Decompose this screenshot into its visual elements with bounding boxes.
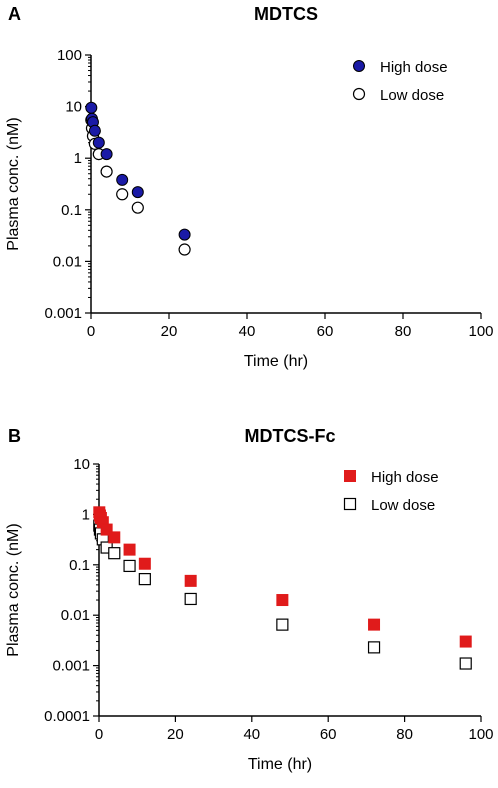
data-point	[184, 574, 197, 587]
y-tick-label: 0.01	[53, 253, 82, 270]
legend-marker	[343, 497, 357, 511]
data-point	[92, 136, 105, 149]
data-point	[116, 173, 129, 186]
data-point	[276, 618, 289, 631]
x-tick-label: 100	[468, 726, 493, 743]
x-tick-label: 20	[161, 323, 178, 340]
y-tick-label: 0.01	[61, 607, 90, 624]
y-tick-label: 10	[73, 456, 90, 473]
y-axis-label: Plasma conc. (nM)	[5, 117, 22, 250]
x-tick-label: 0	[87, 323, 95, 340]
y-axis-label: Plasma conc. (nM)	[5, 523, 22, 656]
data-point	[184, 592, 197, 606]
legend-marker	[344, 470, 356, 482]
data-point	[85, 101, 98, 114]
data-point	[100, 523, 113, 536]
x-tick-label: 80	[395, 323, 412, 340]
data-point	[108, 547, 121, 560]
data-point	[131, 201, 144, 214]
data-point	[459, 657, 472, 670]
series-low-dose	[85, 113, 191, 256]
data-point	[100, 165, 113, 178]
legend-label: High dose	[371, 469, 439, 486]
y-tick-label: 0.1	[69, 557, 90, 574]
data-point	[178, 243, 191, 256]
panel-letter: A	[8, 4, 21, 24]
data-point	[178, 228, 191, 241]
chart-title: MDTCS-Fc	[245, 426, 336, 446]
series-high-dose	[93, 506, 472, 648]
y-tick-label: 0.001	[44, 305, 82, 322]
data-point	[123, 543, 136, 556]
y-tick-label: 10	[65, 99, 82, 116]
legend-marker	[353, 60, 365, 72]
y-tick-label: 0.001	[52, 658, 90, 675]
y-tick-label: 100	[57, 47, 82, 64]
x-tick-label: 0	[95, 726, 103, 743]
chart-panel-a: A MDTCS 0 20 40 60 80 100 0.001 0.01 0.1 1 10 100 Time…	[5, 4, 494, 370]
x-axis-label: Time (hr)	[244, 353, 308, 370]
data-point	[88, 124, 101, 137]
x-tick-label: 40	[239, 323, 256, 340]
x-tick-label: 60	[320, 726, 337, 743]
data-point	[459, 635, 472, 648]
x-tick-label: 100	[468, 323, 493, 340]
legend-label: Low dose	[380, 87, 444, 104]
y-tick-label: 0.0001	[44, 708, 90, 725]
x-tick-label: 20	[167, 726, 184, 743]
x-tick-label: 80	[396, 726, 413, 743]
legend-marker	[352, 87, 366, 101]
data-point	[138, 557, 151, 570]
data-point	[367, 641, 381, 654]
legend-label: High dose	[380, 59, 448, 76]
x-tick-label: 40	[243, 726, 260, 743]
panel-letter: B	[8, 426, 21, 446]
data-point	[368, 618, 381, 631]
data-point	[116, 188, 129, 201]
y-tick-label: 1	[74, 150, 82, 167]
data-point	[138, 573, 151, 586]
data-point	[123, 559, 136, 573]
chart-panel-b: B MDTCS-Fc 0 20 40 60 80 100 0.0001 0.001 0.01 0.1 1…	[5, 426, 494, 773]
y-tick-label: 1	[82, 506, 90, 523]
y-tick-label: 0.1	[61, 202, 82, 219]
data-point	[276, 594, 289, 607]
x-tick-label: 60	[317, 323, 334, 340]
data-point	[131, 186, 144, 199]
legend: High dose Low dose	[343, 469, 439, 514]
series-high-dose	[85, 101, 191, 241]
x-axis-label: Time (hr)	[248, 756, 312, 773]
data-point	[108, 531, 121, 544]
chart-title: MDTCS	[254, 4, 318, 24]
legend-label: Low dose	[371, 497, 435, 514]
data-point	[100, 148, 113, 161]
legend: High dose Low dose	[352, 59, 448, 104]
